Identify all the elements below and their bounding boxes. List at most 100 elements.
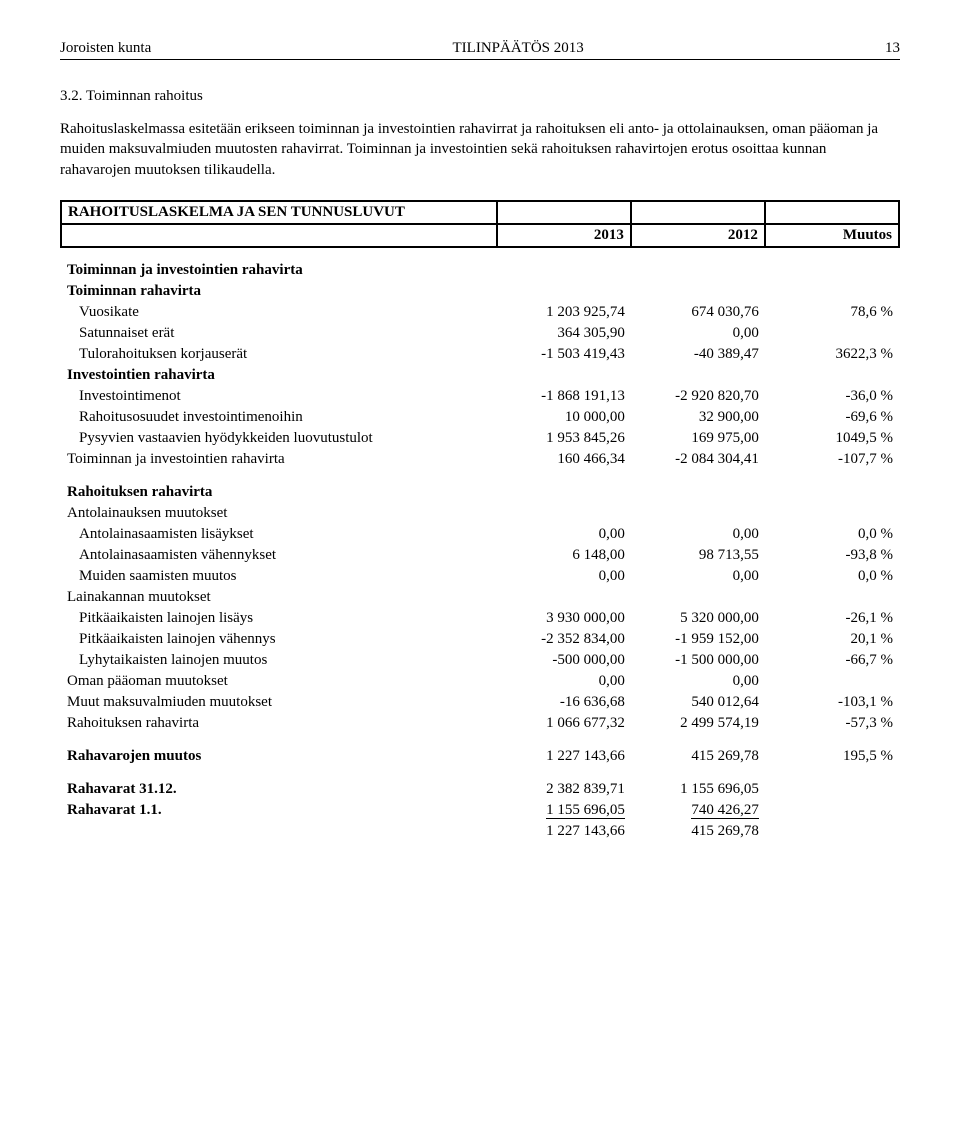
row-value: 1 953 845,26 (497, 428, 631, 449)
row-value: 2 499 574,19 (631, 713, 765, 734)
table-row: Tulorahoituksen korjauserät -1 503 419,4… (61, 344, 899, 365)
row-label: Satunnaiset erät (61, 323, 497, 344)
row-label: Muiden saamisten muutos (61, 566, 497, 587)
financing-table: RAHOITUSLASKELMA JA SEN TUNNUSLUVUT 2013… (60, 200, 900, 842)
row-label: Lainakannan muutokset (61, 587, 497, 608)
row-label: Pitkäaikaisten lainojen vähennys (61, 629, 497, 650)
row-value: -1 868 191,13 (497, 386, 631, 407)
row-value: -1 503 419,43 (497, 344, 631, 365)
table-row: Rahavarojen muutos 1 227 143,66 415 269,… (61, 734, 899, 767)
row-value: 364 305,90 (497, 323, 631, 344)
row-label: Pitkäaikaisten lainojen lisäys (61, 608, 497, 629)
table-row: Rahavarat 1.1. 1 155 696,05 740 426,27 (61, 800, 899, 821)
row-value: 5 320 000,00 (631, 608, 765, 629)
row-value: 195,5 % (765, 734, 899, 767)
row-value: -1 959 152,00 (631, 629, 765, 650)
row-value: -500 000,00 (497, 650, 631, 671)
table-row: Muiden saamisten muutos 0,00 0,00 0,0 % (61, 566, 899, 587)
row-label (61, 821, 497, 842)
subtotal-heading: Toiminnan ja investointien rahavirta (61, 247, 497, 281)
row-value: 0,00 (631, 524, 765, 545)
row-value: 0,00 (497, 671, 631, 692)
row-value: -36,0 % (765, 386, 899, 407)
table-row: Lainakannan muutokset (61, 587, 899, 608)
table-row: Toiminnan rahavirta (61, 281, 899, 302)
row-value: -57,3 % (765, 713, 899, 734)
table-year-row: 2013 2012 Muutos (61, 224, 899, 247)
row-label: Antolainasaamisten vähennykset (61, 545, 497, 566)
row-value: -107,7 % (765, 449, 899, 470)
table-row: Antolainauksen muutokset (61, 503, 899, 524)
table-row: Lyhytaikaisten lainojen muutos -500 000,… (61, 650, 899, 671)
row-label: Rahavarat 31.12. (61, 767, 497, 800)
subtotal-heading: Toiminnan rahavirta (61, 281, 497, 302)
page-header: Joroisten kunta TILINPÄÄTÖS 2013 13 (60, 40, 900, 60)
row-value: -2 084 304,41 (631, 449, 765, 470)
section-intro-text: Rahoituslaskelmassa esitetään erikseen t… (60, 119, 900, 180)
row-value: 78,6 % (765, 302, 899, 323)
row-value: 415 269,78 (631, 734, 765, 767)
table-row: Toiminnan ja investointien rahavirta 160… (61, 449, 899, 470)
row-label: Rahavarojen muutos (61, 734, 497, 767)
table-row: Rahoitusosuudet investointimenoihin 10 0… (61, 407, 899, 428)
row-value: 740 426,27 (691, 802, 759, 819)
row-label: Toiminnan ja investointien rahavirta (61, 449, 497, 470)
row-label: Antolainasaamisten lisäykset (61, 524, 497, 545)
row-value: 1 203 925,74 (497, 302, 631, 323)
row-label: Tulorahoituksen korjauserät (61, 344, 497, 365)
row-value: 0,0 % (765, 524, 899, 545)
row-label: Lyhytaikaisten lainojen muutos (61, 650, 497, 671)
row-label: Muut maksuvalmiuden muutokset (61, 692, 497, 713)
row-value: 20,1 % (765, 629, 899, 650)
header-org: Joroisten kunta (60, 40, 151, 57)
subtotal-heading: Investointien rahavirta (61, 365, 497, 386)
row-value: -1 500 000,00 (631, 650, 765, 671)
table-row: Rahavarat 31.12. 2 382 839,71 1 155 696,… (61, 767, 899, 800)
row-value: -69,6 % (765, 407, 899, 428)
row-value: -103,1 % (765, 692, 899, 713)
table-row: Antolainasaamisten lisäykset 0,00 0,00 0… (61, 524, 899, 545)
row-label: Rahoitusosuudet investointimenoihin (61, 407, 497, 428)
row-value: 1049,5 % (765, 428, 899, 449)
row-value (765, 821, 899, 842)
row-value: 3622,3 % (765, 344, 899, 365)
row-value: 0,00 (631, 566, 765, 587)
row-value: 32 900,00 (631, 407, 765, 428)
table-row: Muut maksuvalmiuden muutokset -16 636,68… (61, 692, 899, 713)
row-value: 540 012,64 (631, 692, 765, 713)
col-year-2: 2012 (631, 224, 765, 247)
col-change: Muutos (765, 224, 899, 247)
row-value: 0,00 (631, 323, 765, 344)
table-row: Investointimenot -1 868 191,13 -2 920 82… (61, 386, 899, 407)
row-value: 160 466,34 (497, 449, 631, 470)
row-value: 10 000,00 (497, 407, 631, 428)
row-value: -2 352 834,00 (497, 629, 631, 650)
row-value: 0,00 (497, 566, 631, 587)
table-row: Antolainasaamisten vähennykset 6 148,00 … (61, 545, 899, 566)
row-value: 1 227 143,66 (497, 821, 631, 842)
table-row: Pitkäaikaisten lainojen vähennys -2 352 … (61, 629, 899, 650)
table-row: Vuosikate 1 203 925,74 674 030,76 78,6 % (61, 302, 899, 323)
row-value: 0,00 (497, 524, 631, 545)
row-value: 3 930 000,00 (497, 608, 631, 629)
row-value: 0,00 (631, 671, 765, 692)
row-value: -66,7 % (765, 650, 899, 671)
table-row: Rahoituksen rahavirta 1 066 677,32 2 499… (61, 713, 899, 734)
row-value: 2 382 839,71 (497, 767, 631, 800)
header-page-number: 13 (885, 40, 900, 57)
row-value: 98 713,55 (631, 545, 765, 566)
row-value: 6 148,00 (497, 545, 631, 566)
row-value: 169 975,00 (631, 428, 765, 449)
row-label: Oman pääoman muutokset (61, 671, 497, 692)
table-row: Rahoituksen rahavirta (61, 470, 899, 503)
table-row: Investointien rahavirta (61, 365, 899, 386)
table-row: Pysyvien vastaavien hyödykkeiden luovutu… (61, 428, 899, 449)
col-year-1: 2013 (497, 224, 631, 247)
row-label: Antolainauksen muutokset (61, 503, 497, 524)
row-value: 1 227 143,66 (497, 734, 631, 767)
table-title: RAHOITUSLASKELMA JA SEN TUNNUSLUVUT (61, 201, 497, 224)
row-label: Investointimenot (61, 386, 497, 407)
row-value: 415 269,78 (631, 821, 765, 842)
row-value: 1 066 677,32 (497, 713, 631, 734)
row-value (765, 671, 899, 692)
